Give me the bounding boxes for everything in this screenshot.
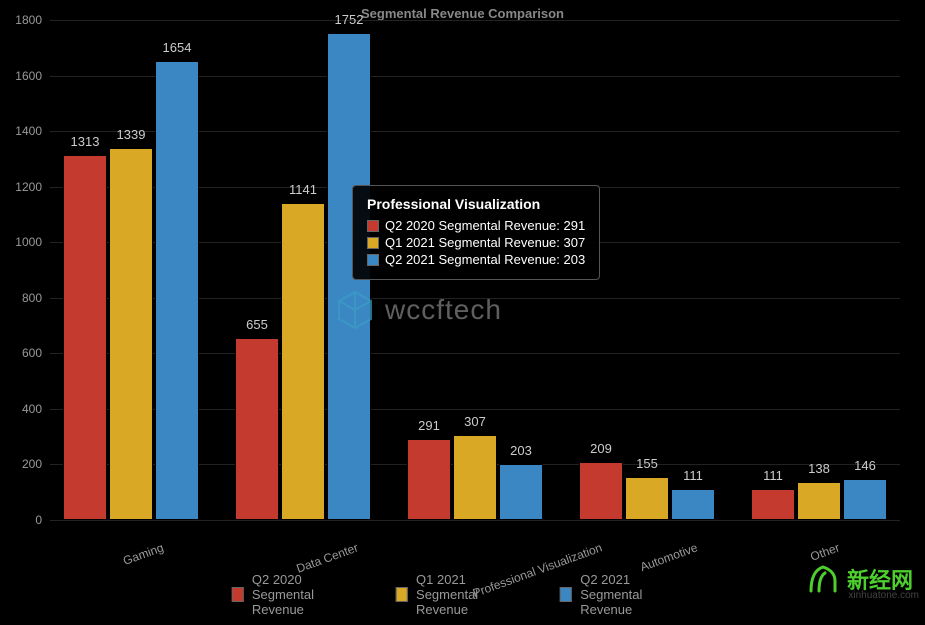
legend-label: Q2 2021 Segmental Revenue [580, 572, 694, 617]
center-watermark: wccftech [335, 290, 502, 330]
bar-value-label: 655 [246, 317, 268, 332]
bar-value-label: 307 [464, 414, 486, 429]
bar[interactable] [155, 61, 199, 520]
legend-swatch [395, 587, 408, 602]
bar[interactable] [671, 489, 715, 520]
tooltip-swatch [367, 220, 379, 232]
tooltip-text: Q2 2020 Segmental Revenue: 291 [385, 218, 585, 233]
legend-label: Q2 2020 Segmental Revenue [252, 572, 366, 617]
legend-swatch [231, 587, 244, 602]
bar-value-label: 1313 [71, 134, 100, 149]
legend-item[interactable]: Q2 2021 Segmental Revenue [560, 572, 694, 617]
bar-value-label: 291 [418, 418, 440, 433]
legend-label: Q1 2021 Segmental Revenue [416, 572, 530, 617]
y-tick-label: 600 [22, 346, 42, 360]
tooltip: Professional Visualization Q2 2020 Segme… [352, 185, 600, 280]
y-tick-label: 200 [22, 457, 42, 471]
watermark-text: wccftech [385, 294, 502, 326]
x-tick-label: Gaming [121, 540, 165, 568]
tooltip-swatch [367, 237, 379, 249]
bar-value-label: 146 [854, 458, 876, 473]
y-tick-label: 1800 [15, 13, 42, 27]
tooltip-row: Q2 2020 Segmental Revenue: 291 [367, 218, 585, 233]
bar-value-label: 1339 [117, 127, 146, 142]
y-tick-label: 1400 [15, 124, 42, 138]
bar-value-label: 1141 [289, 182, 317, 197]
bar[interactable] [235, 338, 279, 520]
y-tick-label: 1200 [15, 180, 42, 194]
bar-value-label: 138 [808, 461, 830, 476]
bar-value-label: 1654 [163, 40, 192, 55]
x-tick-label: Automotive [638, 540, 699, 574]
chart-title: Segmental Revenue Comparison [361, 6, 564, 21]
bar[interactable] [797, 482, 841, 520]
tooltip-rows: Q2 2020 Segmental Revenue: 291 Q1 2021 Se… [367, 218, 585, 267]
bar[interactable] [499, 464, 543, 520]
tooltip-text: Q2 2021 Segmental Revenue: 203 [385, 252, 585, 267]
y-tick-label: 800 [22, 291, 42, 305]
bar[interactable] [407, 439, 451, 520]
bar-value-label: 203 [510, 443, 532, 458]
bar[interactable] [63, 155, 107, 520]
bar[interactable] [843, 479, 887, 520]
tooltip-title: Professional Visualization [367, 196, 585, 212]
legend-swatch [560, 587, 573, 602]
bar-value-label: 209 [590, 441, 612, 456]
bar[interactable] [281, 203, 325, 520]
gridline [50, 520, 900, 521]
x-tick-label: Data Center [295, 540, 361, 575]
bar-value-label: 1752 [335, 12, 364, 27]
y-tick-label: 1600 [15, 69, 42, 83]
legend-item[interactable]: Q1 2021 Segmental Revenue [395, 572, 529, 617]
tooltip-row: Q2 2021 Segmental Revenue: 203 [367, 252, 585, 267]
bar[interactable] [579, 462, 623, 520]
bar[interactable] [751, 489, 795, 520]
corner-url: xinhuatone.com [848, 590, 919, 601]
bar[interactable] [625, 477, 669, 520]
tooltip-text: Q1 2021 Segmental Revenue: 307 [385, 235, 585, 250]
bar[interactable] [453, 435, 497, 520]
chart-container: Segmental Revenue Comparison 0 200 400 600 8… [0, 0, 925, 625]
bar-value-label: 111 [683, 468, 703, 483]
legend: Q2 2020 Segmental Revenue Q1 2021 Segment… [231, 572, 694, 617]
y-tick-label: 0 [35, 513, 42, 527]
cube-icon [335, 290, 375, 330]
bar-value-label: 111 [763, 468, 783, 483]
y-tick-label: 1000 [15, 235, 42, 249]
y-tick-label: 400 [22, 402, 42, 416]
corner-icon [805, 561, 841, 597]
legend-item[interactable]: Q2 2020 Segmental Revenue [231, 572, 365, 617]
tooltip-swatch [367, 254, 379, 266]
tooltip-row: Q1 2021 Segmental Revenue: 307 [367, 235, 585, 250]
bar-value-label: 155 [636, 456, 658, 471]
bar[interactable] [109, 148, 153, 520]
